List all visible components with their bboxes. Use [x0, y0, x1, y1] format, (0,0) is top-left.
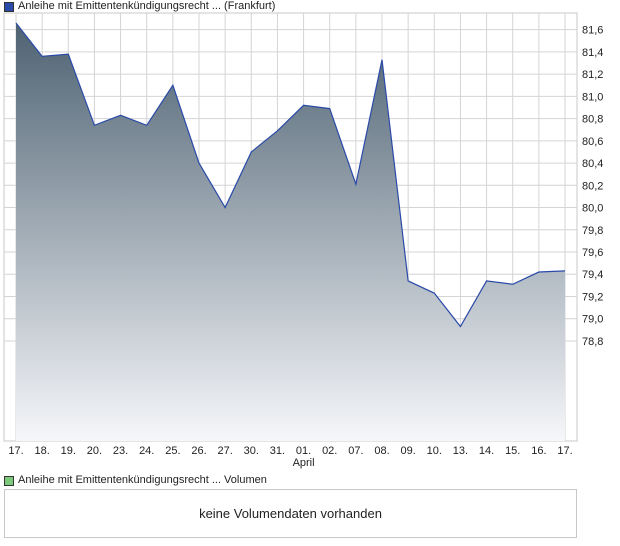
x-tick-label: 14. — [479, 445, 494, 457]
x-tick-label: 23. — [113, 445, 128, 457]
y-tick-label: 81,4 — [582, 47, 603, 59]
x-tick-label: 01. — [296, 445, 311, 457]
volume-legend-swatch — [4, 475, 14, 486]
y-tick-label: 79,4 — [582, 269, 603, 281]
x-tick-label: 08. — [374, 445, 389, 457]
price-line — [15, 22, 566, 328]
y-tick-label: 80,0 — [582, 203, 603, 215]
price-legend: Anleihe mit Emittentenkündigungsrecht ..… — [4, 0, 275, 13]
x-tick-label: 13. — [453, 445, 468, 457]
y-tick-label: 79,0 — [582, 314, 603, 326]
x-tick-label: 09. — [400, 445, 415, 457]
x-tick-label: 26. — [191, 445, 206, 457]
y-tick-label: 80,4 — [582, 158, 603, 170]
x-tick-label: 07. — [348, 445, 363, 457]
x-tick-label: 15. — [505, 445, 520, 457]
y-tick-label: 79,6 — [582, 247, 603, 259]
x-tick-label: 24. — [139, 445, 154, 457]
x-tick-label: 10. — [427, 445, 442, 457]
volume-panel: keine Volumendaten vorhanden — [4, 489, 577, 538]
y-tick-label: 79,2 — [582, 291, 603, 303]
x-tick-label: 20. — [87, 445, 102, 457]
x-tick-label: 02. — [322, 445, 337, 457]
x-tick-label: 19. — [61, 445, 76, 457]
volume-legend-label: Anleihe mit Emittentenkündigungsrecht ..… — [18, 474, 267, 486]
x-tick-label: 18. — [34, 445, 49, 457]
y-tick-label: 78,8 — [582, 336, 603, 348]
x-tick-label: 17. — [557, 445, 572, 457]
y-tick-label: 80,2 — [582, 180, 603, 192]
x-tick-label: 16. — [531, 445, 546, 457]
x-tick-label: 27. — [217, 445, 232, 457]
y-tick-label: 81,0 — [582, 91, 603, 103]
volume-legend: Anleihe mit Emittentenkündigungsrecht ..… — [4, 474, 267, 487]
x-tick-label: 31. — [270, 445, 285, 457]
x-tick-label: 25. — [165, 445, 180, 457]
y-tick-label: 80,6 — [582, 136, 603, 148]
y-tick-label: 81,6 — [582, 25, 603, 37]
price-area — [16, 23, 565, 441]
x-month-label: April — [293, 457, 315, 469]
volume-empty-message: keine Volumendaten vorhanden — [199, 506, 382, 521]
price-chart: 81,6 81,4 81,2 81,0 80,8 80,6 80,4 80,2 80,0 79,8… — [3, 12, 603, 469]
x-tick-label: 30. — [244, 445, 259, 457]
y-tick-label: 81,2 — [582, 69, 603, 81]
price-legend-label: Anleihe mit Emittentenkündigungsrecht ..… — [18, 0, 276, 12]
price-legend-swatch — [4, 1, 14, 12]
x-tick-label: 17. — [8, 445, 23, 457]
y-tick-label: 80,8 — [582, 114, 603, 126]
y-tick-label: 79,8 — [582, 225, 603, 237]
